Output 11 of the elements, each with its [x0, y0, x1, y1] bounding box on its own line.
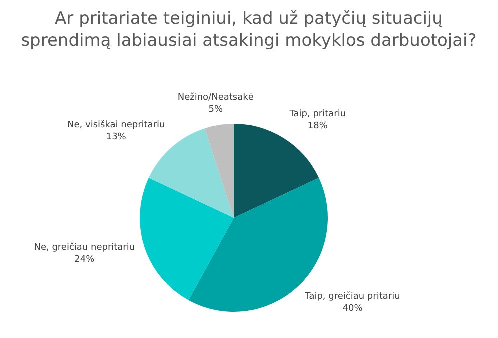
chart-title: Ar pritariate teiginiui, kad už patyčių situacijų sprendimą labiausiai atsakingi mokyklos darbuotojai? — [20, 8, 478, 52]
slice-label: Ne, visiškai nepritariu — [67, 119, 166, 130]
data-label: 13% — [106, 132, 127, 142]
data-label: 18% — [308, 121, 328, 132]
data-label: 5% — [208, 104, 224, 115]
slice-label: Nežino/Neatsakė — [178, 92, 254, 103]
data-label: 24% — [74, 255, 96, 266]
slice-label: Ne, greičiau nepritariu — [34, 242, 136, 254]
slice-label: Taip, pritariu — [288, 109, 346, 120]
slice-label: Taip, greičiau pritariu — [304, 290, 400, 302]
data-label: 40% — [342, 304, 364, 314]
